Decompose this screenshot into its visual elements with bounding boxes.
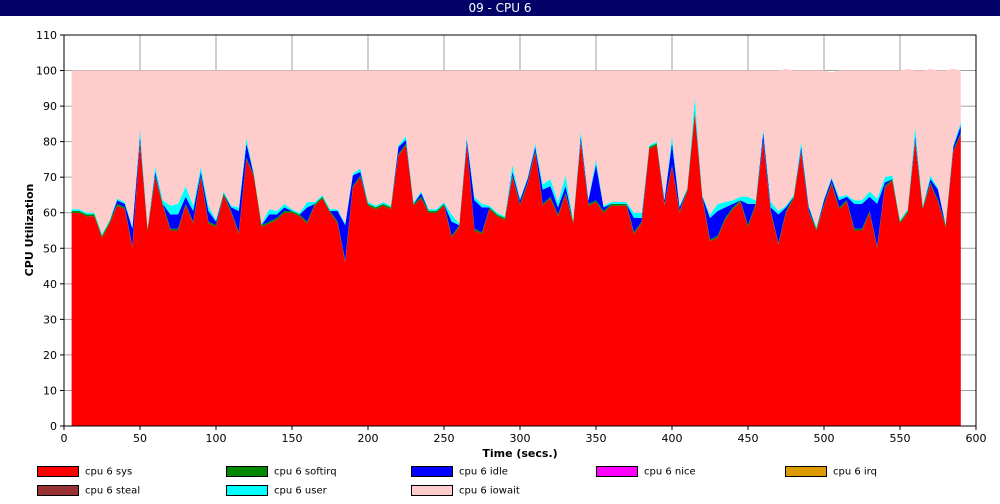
legend-label: cpu 6 sys bbox=[85, 466, 133, 478]
x-tick-label: 100 bbox=[206, 432, 227, 445]
y-tick-label: 90 bbox=[43, 100, 57, 113]
x-tick-label: 500 bbox=[814, 432, 835, 445]
y-tick-label: 20 bbox=[43, 349, 57, 362]
legend-swatch bbox=[596, 466, 638, 477]
x-tick-label: 0 bbox=[61, 432, 68, 445]
legend-label: cpu 6 softirq bbox=[274, 466, 337, 478]
legend-item-cpu-6-steal: cpu 6 steal bbox=[37, 485, 140, 498]
legend-item-cpu-6-idle: cpu 6 idle bbox=[411, 466, 508, 479]
y-tick-label: 50 bbox=[43, 242, 57, 255]
legend-swatch bbox=[411, 485, 453, 496]
legend-item-cpu-6-irq: cpu 6 irq bbox=[785, 466, 877, 479]
x-axis-ticks: 0 50 100 150 200 250 300 350 400 450 500 550 600 bbox=[61, 426, 987, 445]
stacked-area-series bbox=[71, 68, 961, 426]
series-area-cpu-6-sys bbox=[71, 113, 961, 426]
x-tick-label: 450 bbox=[738, 432, 759, 445]
legend-item-cpu-6-sys: cpu 6 sys bbox=[37, 466, 132, 479]
y-axis-ticks: 0 10 20 30 40 50 60 70 80 90 100 110 bbox=[36, 29, 64, 433]
legend-label: cpu 6 iowait bbox=[459, 485, 520, 497]
series-area-cpu-6-iowait bbox=[71, 68, 961, 235]
chart-legend: cpu 6 sys cpu 6 softirq cpu 6 idle cpu 6 ni… bbox=[0, 462, 1000, 504]
legend-label: cpu 6 steal bbox=[85, 485, 141, 497]
cpu-utilization-chart: 0 50 100 150 200 250 300 350 400 450 500 550 600 0 10… bbox=[23, 29, 987, 460]
x-tick-label: 600 bbox=[966, 432, 987, 445]
x-tick-label: 150 bbox=[282, 432, 303, 445]
x-tick-label: 250 bbox=[434, 432, 455, 445]
legend-label: cpu 6 idle bbox=[459, 466, 508, 478]
y-axis-title: CPU Utilization bbox=[23, 184, 36, 277]
legend-label: cpu 6 irq bbox=[833, 466, 877, 478]
y-tick-label: 60 bbox=[43, 207, 57, 220]
y-tick-label: 0 bbox=[50, 420, 57, 433]
legend-item-cpu-6-softirq: cpu 6 softirq bbox=[226, 466, 337, 479]
x-axis-title: Time (secs.) bbox=[482, 447, 557, 460]
y-tick-label: 30 bbox=[43, 313, 57, 326]
x-tick-label: 200 bbox=[358, 432, 379, 445]
legend-item-cpu-6-nice: cpu 6 nice bbox=[596, 466, 696, 479]
x-tick-label: 300 bbox=[510, 432, 531, 445]
y-tick-label: 40 bbox=[43, 278, 57, 291]
legend-swatch bbox=[37, 485, 79, 496]
legend-label: cpu 6 nice bbox=[644, 466, 696, 478]
x-tick-label: 350 bbox=[586, 432, 607, 445]
legend-label: cpu 6 user bbox=[274, 485, 327, 497]
y-tick-label: 100 bbox=[36, 65, 57, 78]
legend-swatch bbox=[785, 466, 827, 477]
legend-item-cpu-6-user: cpu 6 user bbox=[226, 485, 327, 498]
legend-swatch bbox=[411, 466, 453, 477]
x-tick-label: 50 bbox=[133, 432, 147, 445]
x-tick-label: 550 bbox=[890, 432, 911, 445]
y-tick-label: 80 bbox=[43, 136, 57, 149]
chart-window-title: 09 - CPU 6 bbox=[0, 0, 1000, 16]
legend-swatch bbox=[226, 466, 268, 477]
y-tick-label: 70 bbox=[43, 171, 57, 184]
series-area-cpu-6-user bbox=[71, 97, 961, 236]
y-tick-label: 10 bbox=[43, 384, 57, 397]
y-tick-label: 110 bbox=[36, 29, 57, 42]
x-tick-label: 400 bbox=[662, 432, 683, 445]
legend-item-cpu-6-iowait: cpu 6 iowait bbox=[411, 485, 520, 498]
legend-swatch bbox=[37, 466, 79, 477]
legend-swatch bbox=[226, 485, 268, 496]
